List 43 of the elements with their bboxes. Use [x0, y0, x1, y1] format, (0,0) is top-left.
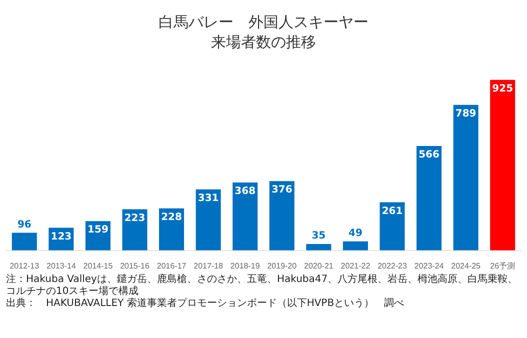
bar: [306, 244, 332, 250]
data-label: 925: [492, 83, 514, 94]
data-label: 159: [88, 224, 108, 236]
data-label: 123: [50, 231, 72, 242]
x-tick-label: 2024-25: [451, 261, 482, 270]
x-tick-label: 2018-19: [230, 261, 260, 270]
x-tick-label: 2014-15: [83, 261, 114, 270]
bar: [490, 80, 516, 250]
x-tick-label: 2016-17: [156, 261, 187, 270]
bar: [380, 202, 405, 250]
data-label: 566: [418, 150, 440, 161]
data-label: 376: [271, 184, 292, 196]
data-label: 789: [455, 108, 476, 120]
text: 注：Hakuba Valleyは、鑓ガ岳、鹿島槍、さのさか、五竜、Hakuba47、八方尾根、岩岳、栂池高原、白馬乗鞍、コルチナの10スキー場で構成: [6, 274, 519, 298]
bar: [122, 209, 148, 250]
x-tick-label: 2020-21: [304, 261, 334, 270]
chart-subtitle: 来場者数の推移: [211, 32, 316, 51]
data-label: 228: [161, 212, 182, 223]
data-label: 261: [382, 206, 403, 217]
x-tick-label: 26予測: [490, 261, 516, 270]
bar: [342, 241, 368, 250]
data-label: 49: [348, 228, 362, 239]
chart-title: 白馬バレー 外国人スキーヤー: [158, 12, 368, 31]
x-tick-label: 2013-14: [46, 261, 76, 270]
data-label: 368: [234, 186, 256, 198]
data-label: 96: [17, 219, 32, 230]
bar: [416, 146, 442, 250]
x-tick-label: 2021-22: [340, 261, 371, 270]
x-tick-label: 2019-20: [267, 261, 298, 270]
x-tick-label: 2015-16: [120, 261, 150, 270]
data-label: 331: [198, 192, 219, 204]
data-label: 223: [124, 212, 146, 224]
bar: [453, 104, 478, 250]
x-tick-label: 2017-18: [194, 261, 224, 270]
bar: [232, 182, 258, 250]
bar: [269, 181, 294, 250]
x-tick-label: 2023-24: [414, 261, 444, 270]
bar: [196, 189, 221, 250]
source-note: 出典： HAKUBAVALLEY 索道事業者プロモーションボード（以下HVPBという） 調べ: [6, 298, 406, 310]
data-label: 35: [312, 230, 326, 242]
x-tick-label: 2022-23: [378, 261, 408, 270]
bar: [12, 232, 37, 250]
x-tick-label: 2012-13: [10, 261, 40, 270]
